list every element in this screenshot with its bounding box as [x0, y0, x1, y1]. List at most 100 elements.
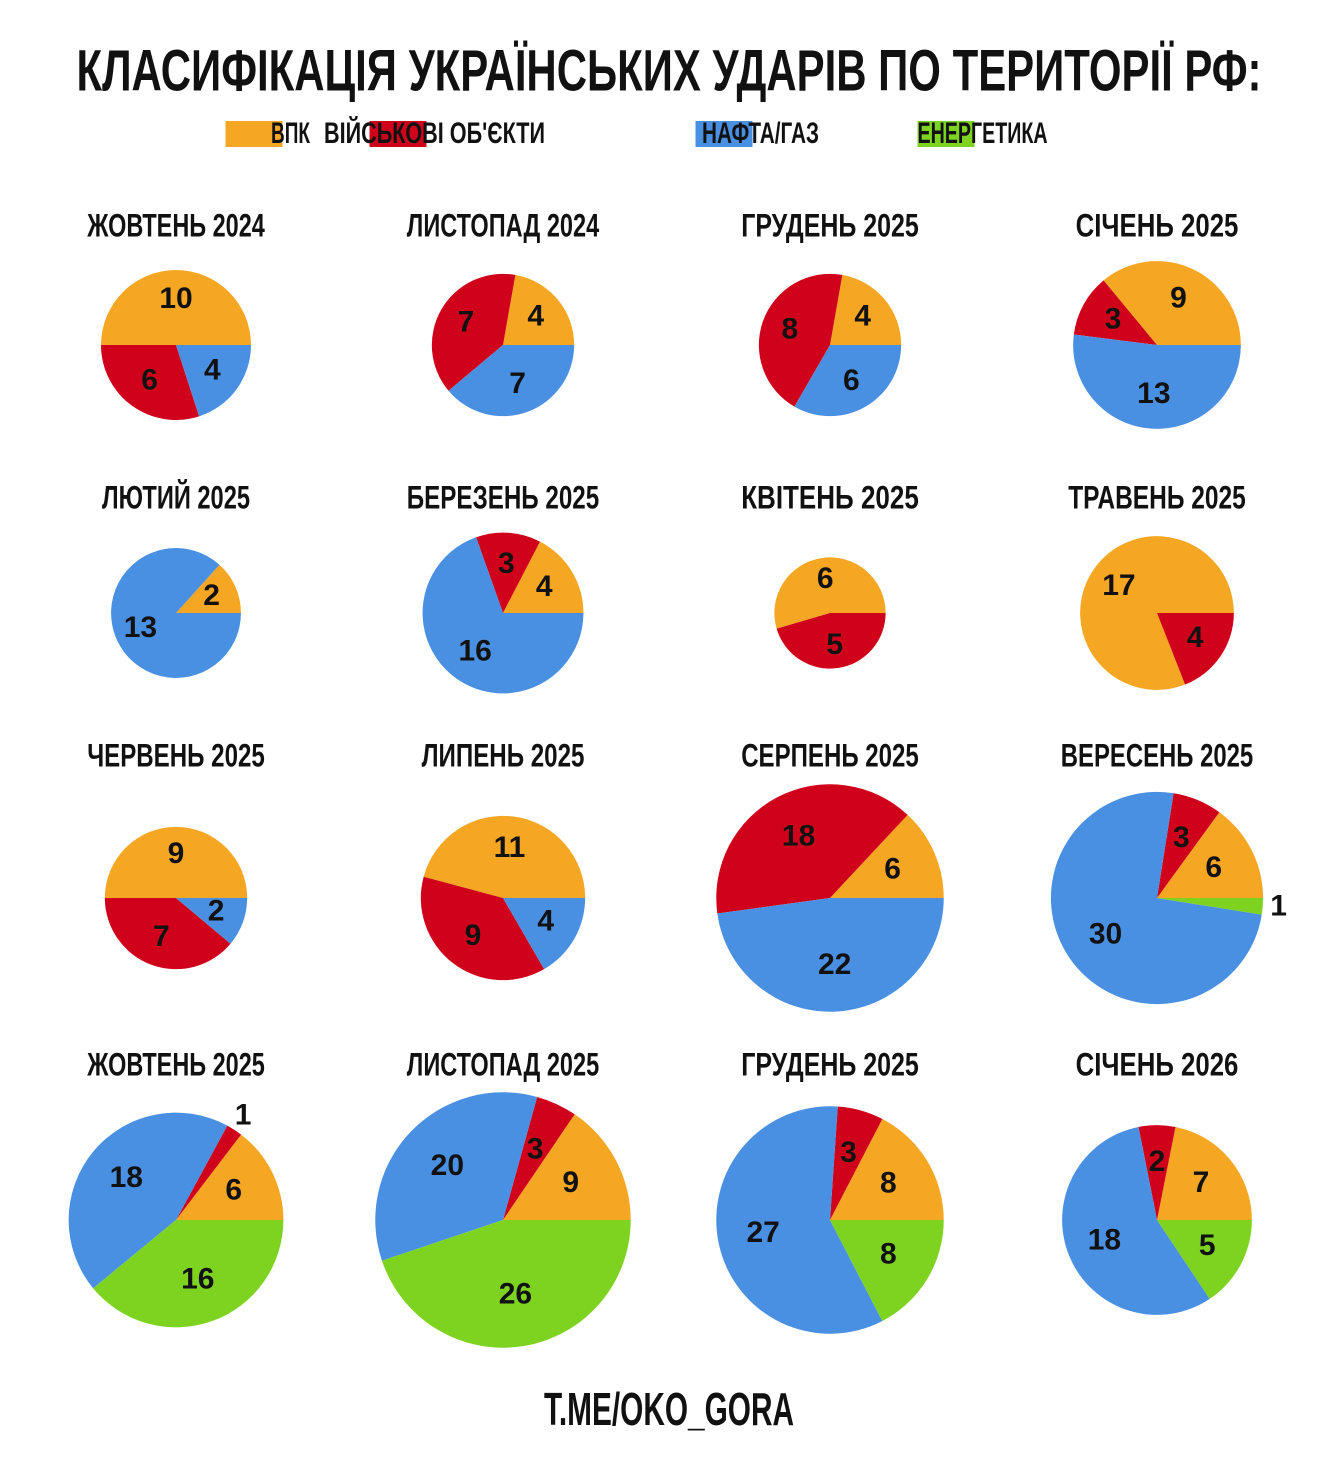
pie-title: ЛИСТОПАД 2024: [407, 207, 600, 243]
pie-slice: [830, 1106, 883, 1220]
slice-label: 20: [431, 1149, 464, 1182]
pie-title: ЖОВТЕНЬ 2025: [86, 1046, 264, 1082]
footer: T.ME/OKO_GORA: [544, 1383, 794, 1435]
pie-slice: [476, 532, 541, 613]
pie-slice: [717, 898, 944, 1012]
slice-label: 2: [203, 579, 220, 612]
legend-swatch: [917, 121, 975, 147]
pie-title: ЛЮТИЙ 2025: [102, 479, 250, 515]
pie-title: КВІТЕНЬ 2025: [741, 479, 919, 515]
slice-label: 1: [1270, 889, 1287, 922]
legend-swatch: [695, 121, 753, 147]
slice-label: 11: [494, 831, 526, 864]
pie-slice: [503, 1096, 575, 1220]
pie-slice: [104, 826, 248, 898]
pie-slice: [1062, 1126, 1210, 1315]
slice-label: 4: [527, 299, 544, 332]
legend-label: ЕНЕРГЕТИКА: [918, 117, 1048, 150]
slice-label: 16: [458, 634, 491, 667]
slice-label: 9: [168, 837, 185, 870]
slice-label: 6: [225, 1173, 242, 1206]
pie-slice: [1157, 793, 1220, 898]
pie-title: ЛИПЕНЬ 2025: [422, 737, 585, 773]
slice-label: 7: [509, 367, 526, 400]
pie-title: БЕРЕЗЕНЬ 2025: [407, 479, 599, 515]
pie-slice: [1080, 536, 1234, 690]
slice-label: 27: [746, 1216, 779, 1249]
pie-slice: [716, 784, 908, 914]
slice-label: 17: [1102, 569, 1135, 602]
slice-label: 9: [562, 1166, 579, 1199]
pie-slice: [794, 345, 902, 417]
pie-slice: [448, 345, 575, 417]
slice-label: 9: [465, 919, 482, 952]
pie-slice: [1073, 334, 1241, 429]
pie-slice: [1103, 261, 1241, 345]
slice-label: 5: [1199, 1229, 1216, 1262]
slice-label: 4: [204, 353, 221, 386]
slice-label: 6: [817, 562, 834, 595]
slice-label: 18: [1088, 1224, 1121, 1257]
pie-title: СЕРПЕНЬ 2025: [741, 737, 919, 773]
pie-slice: [1138, 1125, 1176, 1220]
legend-label: ВІЙСЬКОВІ ОБ'ЄКТИ: [324, 116, 545, 150]
slice-label: 16: [181, 1263, 214, 1296]
pie-slice: [776, 613, 886, 669]
pie-slice: [68, 1112, 228, 1289]
pie-slice: [176, 1125, 242, 1220]
pie-slice: [716, 1106, 883, 1334]
pie-title: ЧЕРВЕНЬ 2025: [87, 737, 265, 773]
pie-title: СІЧЕНЬ 2025: [1076, 207, 1239, 243]
pie-slice: [176, 1134, 284, 1220]
slice-label: 4: [537, 905, 554, 938]
slice-label: 9: [1170, 281, 1187, 314]
legend-label: ВПК: [271, 117, 310, 150]
slice-label: 6: [1205, 851, 1222, 884]
slice-label: 13: [1137, 377, 1170, 410]
pie-slice: [422, 537, 584, 694]
pie-slice: [1050, 791, 1262, 1005]
slice-label: 22: [818, 948, 851, 981]
slice-label: 8: [880, 1166, 897, 1199]
pie-slice: [431, 273, 516, 391]
pie-slice: [176, 898, 248, 944]
slice-label: 18: [782, 819, 815, 852]
slice-label: 4: [536, 570, 553, 603]
pie-slice: [758, 273, 843, 407]
pie-slice: [1157, 812, 1264, 898]
pie-slice: [830, 274, 902, 345]
pie-slice: [503, 1114, 631, 1220]
pie-slice: [1157, 898, 1264, 915]
slice-label: 26: [499, 1278, 532, 1311]
slice-label: 8: [880, 1237, 897, 1270]
slice-label: 7: [1193, 1166, 1210, 1199]
pie-slice: [503, 274, 575, 345]
slice-label: 18: [110, 1161, 143, 1194]
pie-title: ГРУДЕНЬ 2025: [741, 1046, 919, 1082]
slice-label: 6: [141, 363, 158, 396]
pie-title: ВЕРЕСЕНЬ 2025: [1061, 737, 1253, 773]
slice-label: 7: [458, 306, 475, 339]
pie-slice: [1157, 613, 1234, 685]
pie-slice: [423, 815, 586, 898]
slice-label: 2: [208, 895, 225, 928]
pie-title: ЖОВТЕНЬ 2024: [86, 207, 264, 243]
pie-slice: [111, 548, 241, 678]
legend-label: НАФТА/ГАЗ: [702, 117, 819, 150]
pie-slice: [1073, 280, 1157, 345]
slice-label: 8: [782, 312, 799, 345]
pie-slice: [375, 1092, 538, 1261]
slice-label: 3: [840, 1136, 857, 1169]
pie-slice: [381, 1220, 631, 1348]
slice-label: 6: [843, 364, 860, 397]
pie-slice: [503, 541, 584, 613]
pie-title: ГРУДЕНЬ 2025: [741, 207, 919, 243]
pie-slice: [93, 1220, 284, 1328]
slice-label: 30: [1089, 917, 1122, 950]
pie-slice: [420, 876, 545, 981]
slice-label: 7: [153, 920, 170, 953]
slice-label: 10: [159, 282, 192, 315]
pie-slice: [830, 814, 944, 898]
slice-label: 3: [498, 547, 515, 580]
